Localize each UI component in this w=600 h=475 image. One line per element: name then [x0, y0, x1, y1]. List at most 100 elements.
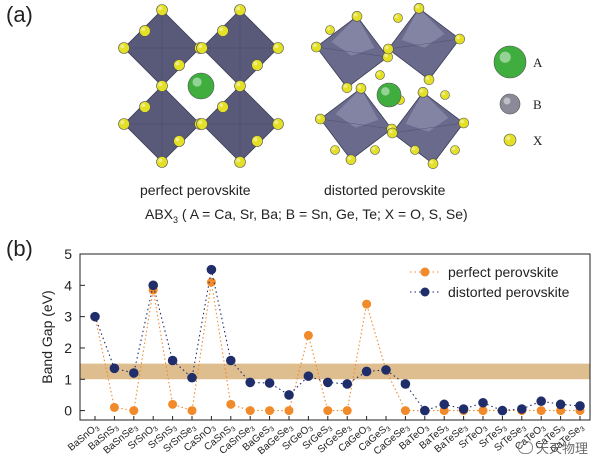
x-atom [173, 135, 185, 147]
y-tick-label: 4 [64, 277, 72, 293]
series-line-perfect [94, 282, 580, 412]
atom-legend-a-swatch [493, 45, 527, 79]
x-atom [118, 118, 130, 130]
x-atom [427, 158, 439, 169]
data-point-distorted [206, 264, 217, 275]
target-band-gap-range [80, 363, 590, 380]
data-point-perfect [342, 406, 352, 416]
y-axis-label: Band Gap (eV) [39, 290, 55, 383]
data-point-distorted [245, 377, 255, 388]
x-atom [251, 135, 263, 147]
formula-rest: ( A = Ca, Sr, Ba; B = Sn, Ge, Te; X = O,… [178, 206, 468, 222]
x-atom [234, 4, 246, 16]
x-atom [315, 113, 326, 125]
data-point-distorted [148, 280, 158, 291]
data-point-distorted [323, 377, 333, 388]
atom-legend-a-label: A [533, 55, 543, 70]
x-atom [217, 25, 229, 37]
x-atom [423, 74, 435, 85]
x-atom [156, 4, 168, 16]
data-point-distorted [575, 401, 585, 411]
data-point-distorted [400, 379, 411, 389]
octahedron [319, 87, 393, 161]
a-atom [187, 72, 215, 100]
x-atom [272, 42, 284, 54]
atom-legend: A B X [493, 45, 543, 148]
y-tick-label: 0 [64, 403, 72, 419]
a-atom [376, 82, 402, 108]
y-tick-label: 2 [64, 340, 72, 356]
caption-distorted-perovskite: distorted perovskite [324, 182, 446, 198]
data-point-distorted [497, 405, 508, 416]
x-atom [330, 145, 340, 155]
watermark-icon [518, 441, 533, 454]
octahedron [123, 9, 201, 87]
data-point-perfect [323, 406, 333, 416]
band-gap-chart: 0 1 2 3 4 5 Band Gap (eV) BaSnO3 BaSnS3 BaSnSe3 Sr… [0, 240, 600, 470]
formula-prefix: ABX [145, 206, 174, 222]
x-atom [251, 59, 263, 71]
data-point-perfect [168, 399, 178, 409]
data-point-perfect [284, 406, 294, 416]
data-point-distorted [264, 378, 275, 388]
data-point-perfect [265, 406, 275, 416]
x-atom [454, 33, 465, 45]
x-atom [217, 101, 229, 113]
atom-legend-x-swatch [503, 133, 517, 147]
x-atom [450, 145, 460, 155]
data-point-distorted [129, 368, 139, 378]
legend-marker-perfect [420, 267, 430, 277]
y-tick-label: 5 [64, 246, 72, 262]
x-atom [173, 59, 185, 71]
legend-marker-distorted [420, 287, 430, 297]
data-point-perfect [245, 406, 255, 416]
data-point-distorted [478, 397, 488, 408]
y-tick-label: 1 [64, 371, 72, 387]
y-tick-label: 3 [64, 309, 72, 325]
legend-label-perfect: perfect perovskite [448, 264, 559, 280]
legend-label-distorted: distorted perovskite [448, 284, 570, 300]
x-atom [440, 90, 450, 100]
panel-b-label: (b) [6, 236, 33, 261]
x-atom [234, 80, 246, 92]
data-point-distorted [187, 372, 197, 383]
data-point-distorted [109, 363, 120, 374]
octahedron [315, 15, 389, 89]
data-point-distorted [167, 355, 178, 366]
x-atom [370, 145, 380, 155]
data-point-perfect [478, 406, 488, 416]
x-atom [272, 118, 284, 130]
x-atom [156, 156, 168, 168]
x-atom [383, 43, 394, 55]
data-point-distorted [90, 311, 100, 322]
octahedron [201, 9, 279, 87]
x-atom [196, 118, 208, 130]
atom-legend-x-item: X [503, 133, 543, 148]
data-point-distorted [555, 399, 566, 410]
x-atom [458, 117, 469, 129]
atom-legend-x-label: X [533, 133, 543, 148]
caption-perfect-perovskite: perfect perovskite [140, 182, 251, 198]
data-point-perfect [362, 299, 372, 309]
x-atom [417, 87, 429, 98]
data-point-distorted [342, 379, 353, 389]
atom-legend-b-label: B [533, 97, 542, 112]
data-point-perfect [129, 406, 139, 416]
x-atom [345, 154, 357, 165]
octahedron [123, 85, 201, 163]
data-point-distorted [458, 404, 469, 414]
octahedron [391, 91, 465, 165]
watermark-text: 天天物理 [536, 442, 589, 457]
data-point-distorted [303, 371, 314, 381]
x-atom [139, 101, 151, 113]
data-point-distorted [536, 396, 546, 407]
x-atom [311, 41, 322, 53]
data-point-perfect [226, 399, 236, 409]
data-point-distorted [381, 365, 391, 375]
data-point-distorted [284, 390, 294, 400]
x-atom [375, 70, 385, 80]
x-atom [351, 11, 363, 22]
atom-legend-b-item: B [499, 93, 542, 115]
data-point-distorted [517, 404, 527, 414]
